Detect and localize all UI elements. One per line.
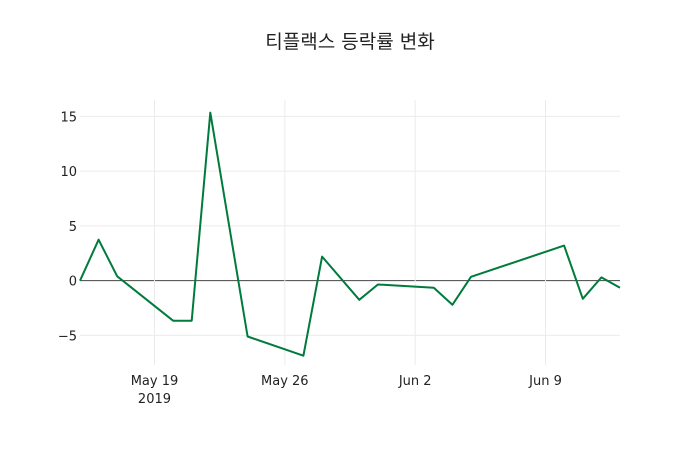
y-tick-label: 15 [60,110,77,125]
grid [80,100,620,365]
x-tick-label: May 26 [261,374,309,389]
series-line [79,111,621,357]
y-tick-label: 10 [60,165,77,180]
y-tick-label: −5 [58,329,77,344]
x-tick-label: Jun 2 [398,374,432,389]
chart-title: 티플랙스 등락률 변화 [265,31,434,53]
x-tick-sublabel: 2019 [138,392,171,407]
x-tick-label: May 19 [131,374,179,389]
y-tick-label: 5 [69,220,77,235]
series [79,111,621,357]
y-tick-label: 0 [69,275,77,290]
axes: 15 10 5 0 −5 May 19 2019 May 26 Jun 2 Jun 9 [58,110,562,407]
x-tick-label: Jun 9 [528,374,562,389]
